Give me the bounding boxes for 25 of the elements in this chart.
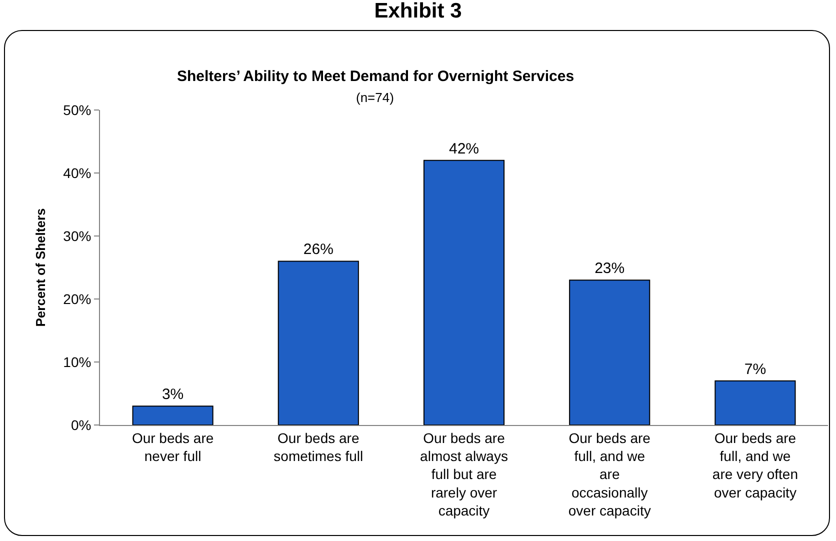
x-tick-label: Our beds are almost always full but are rarely over capacity	[420, 430, 508, 519]
y-tick-label: 0%	[70, 416, 92, 433]
x-tick-label: Our beds are full, and we are very often over capacity	[712, 430, 798, 500]
chart-title: Exhibit 3	[374, 0, 462, 22]
y-tick-label: 10%	[63, 354, 92, 370]
x-tick-label: Our beds are sometimes full	[274, 430, 364, 464]
x-tick-label: Our beds are never full	[132, 430, 214, 464]
data-label: 23%	[594, 260, 625, 278]
bar	[132, 406, 214, 425]
data-label: 26%	[303, 241, 334, 258]
y-tick-label: 20%	[63, 290, 92, 307]
bar	[423, 160, 505, 425]
data-label: 42%	[448, 140, 480, 158]
data-label: 3%	[162, 386, 184, 404]
chart-subtitle: Shelters’ Ability to Meet Demand for Overnight Services	[177, 68, 574, 85]
y-axis-title: Percent of Shelters	[33, 208, 48, 327]
bar	[278, 260, 359, 425]
bar	[714, 380, 796, 425]
y-tick-label: 30%	[63, 228, 92, 244]
y-tick-label: 40%	[63, 164, 92, 181]
y-tick-label: 50%	[63, 102, 92, 118]
text: (n=74)	[356, 90, 394, 105]
x-tick-label: Our beds are full, and we are occasionally over capacity	[568, 430, 651, 519]
bar	[569, 280, 650, 425]
data-label: 7%	[744, 360, 766, 378]
